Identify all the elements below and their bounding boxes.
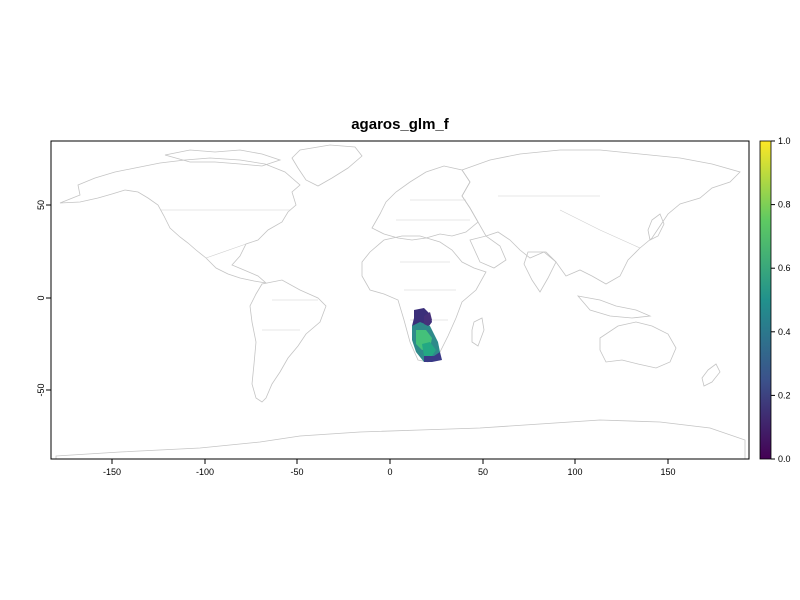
asia-outline — [461, 149, 741, 285]
y-tick-label: 0 — [36, 295, 46, 300]
country-borders — [160, 195, 641, 331]
x-tick-label: 0 — [387, 467, 392, 477]
y-axis: 50 0 -50 — [36, 200, 51, 397]
europe-outline — [371, 165, 479, 241]
legend-tick-label: 0.8 — [778, 200, 791, 210]
x-tick-label: 100 — [567, 467, 582, 477]
japan-outline — [647, 213, 665, 241]
x-tick-label: -100 — [196, 467, 214, 477]
x-tick-label: -150 — [103, 467, 121, 477]
indonesia-outline — [576, 295, 652, 319]
prediction-raster — [412, 308, 442, 362]
arctic-islands-outline — [164, 149, 282, 167]
legend-tick-label: 0.0 — [778, 454, 791, 464]
x-tick-label: -50 — [290, 467, 303, 477]
africa-outline — [361, 235, 487, 363]
south-america-outline — [249, 279, 327, 403]
world-outline — [55, 144, 746, 459]
y-tick-label: 50 — [36, 200, 46, 210]
legend-tick-label: 0.6 — [778, 263, 791, 273]
antarctica-outline — [55, 419, 746, 459]
new-zealand-outline — [701, 363, 721, 387]
color-legend: 1.0 0.8 0.6 0.4 0.2 0.0 — [759, 136, 791, 464]
madagascar-outline — [471, 317, 485, 347]
india-outline — [523, 251, 557, 293]
x-tick-label: 50 — [478, 467, 488, 477]
plot-frame — [50, 140, 750, 460]
arabia-outline — [469, 235, 507, 269]
y-tick-label: -50 — [36, 383, 46, 396]
north-america-outline — [59, 157, 301, 284]
color-bar — [759, 140, 772, 460]
legend-tick-label: 1.0 — [778, 136, 791, 146]
australia-outline — [599, 321, 677, 369]
x-tick-label: 150 — [660, 467, 675, 477]
greenland-outline — [291, 144, 363, 187]
legend-tick-label: 0.2 — [778, 390, 791, 400]
map-title: agaros_glm_f — [351, 116, 449, 133]
x-axis: -150 -100 -50 0 50 100 150 — [103, 459, 676, 477]
legend-tick-label: 0.4 — [778, 327, 791, 337]
